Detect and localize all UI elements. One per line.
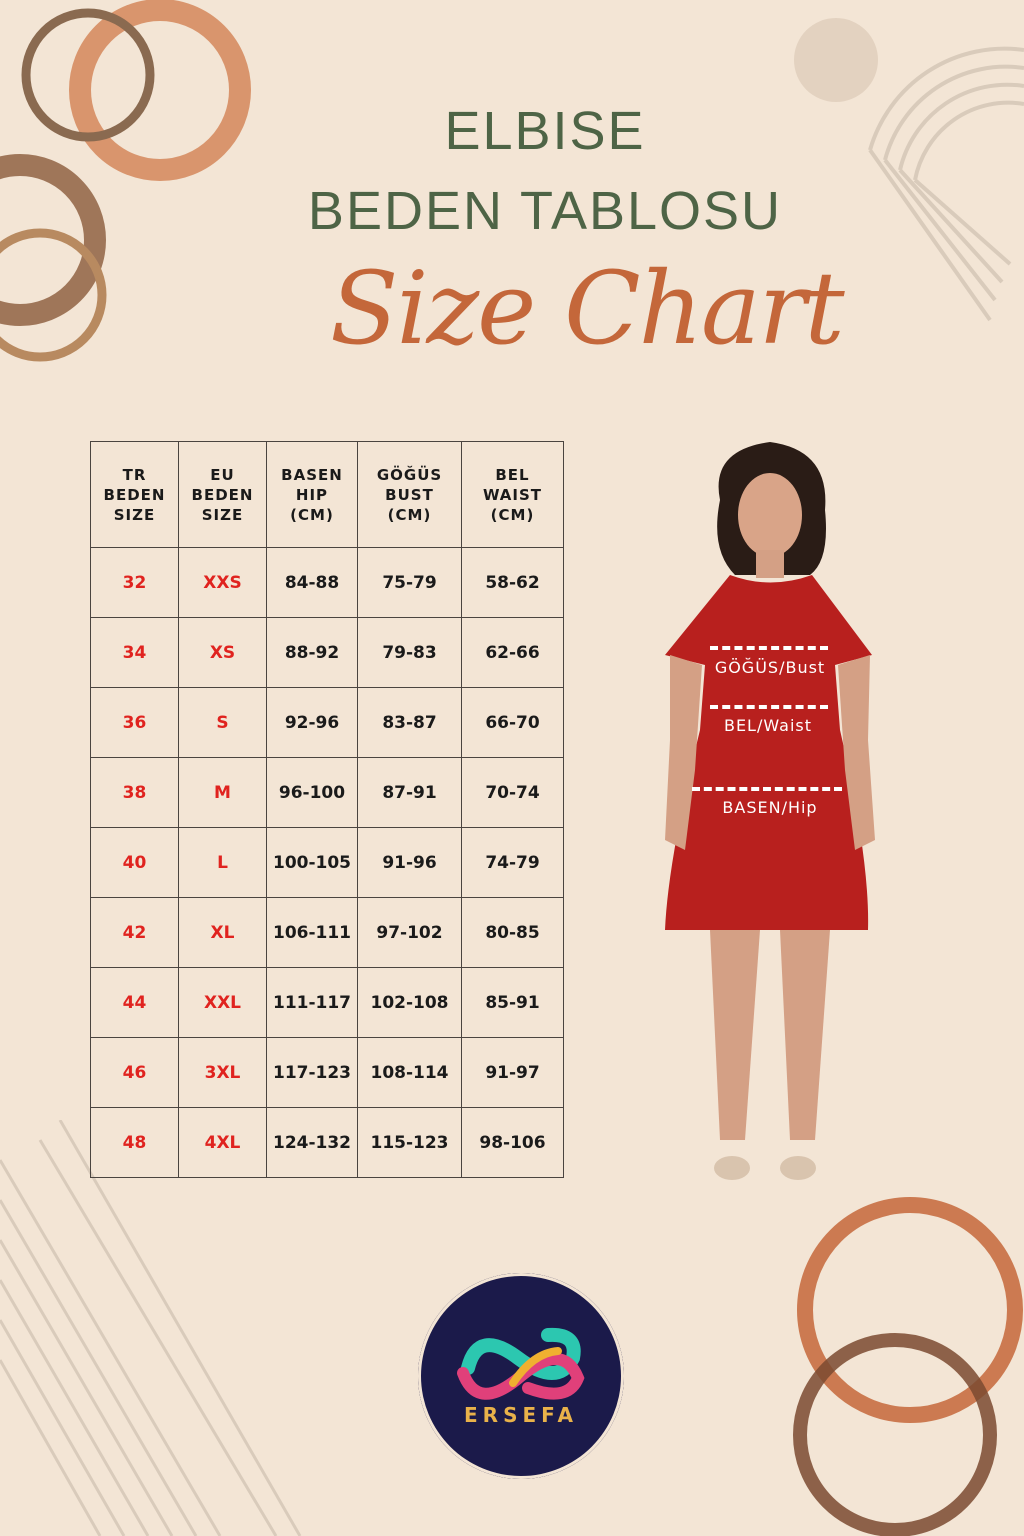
- tr-size: 40: [90, 827, 179, 898]
- size-table: TR BEDEN SIZE EU BEDEN SIZE BASEN HIP (CM) GÖĞÜS B…: [90, 441, 564, 1178]
- table-row: 34 XS 88-92 79-83 62-66: [90, 617, 564, 688]
- header-text: SIZE: [113, 505, 156, 524]
- header-text: HIP: [295, 485, 329, 504]
- waist-cm: 80-85: [461, 897, 564, 968]
- waist-cm: 85-91: [461, 967, 564, 1038]
- tr-size: 46: [90, 1037, 179, 1108]
- eu-size: XS: [178, 617, 267, 688]
- header-text: BUST: [385, 485, 434, 504]
- header-text: BEL: [495, 465, 530, 484]
- waist-label: BEL/Waist: [723, 716, 813, 735]
- title-line-1: ELBISE: [444, 101, 646, 161]
- table-row: 42 XL 106-111 97-102 80-85: [90, 897, 564, 968]
- waist-cm: 58-62: [461, 547, 564, 618]
- table-row: 32 XXS 84-88 75-79 58-62: [90, 547, 564, 618]
- brand-logo: [418, 1273, 624, 1479]
- hip-cm: 124-132: [266, 1107, 358, 1178]
- tr-size: 36: [90, 687, 179, 758]
- column-header: BEL WAIST (CM): [461, 441, 564, 548]
- decorative-lines-bottom-left: [0, 1120, 302, 1536]
- tr-size: 44: [90, 967, 179, 1038]
- waist-cm: 70-74: [461, 757, 564, 828]
- tr-size: 34: [90, 617, 179, 688]
- table-row: 36 S 92-96 83-87 66-70: [90, 687, 564, 758]
- header-text: WAIST: [482, 485, 543, 504]
- hip-cm: 117-123: [266, 1037, 358, 1108]
- table-row: 44 XXL 111-117 102-108 85-91: [90, 967, 564, 1038]
- waist-cm: 91-97: [461, 1037, 564, 1108]
- header-text: BEDEN: [191, 485, 254, 504]
- header-text: (CM): [290, 505, 334, 524]
- eu-size: L: [178, 827, 267, 898]
- waist-line: [710, 705, 828, 709]
- hip-cm: 111-117: [266, 967, 358, 1038]
- column-header: GÖĞÜS BUST (CM): [357, 441, 462, 548]
- tr-size: 42: [90, 897, 179, 968]
- eu-size: M: [178, 757, 267, 828]
- table-header-row: TR BEDEN SIZE EU BEDEN SIZE BASEN HIP (CM) GÖĞÜS B…: [90, 441, 564, 548]
- table-row: 48 4XL 124-132 115-123 98-106: [90, 1107, 564, 1178]
- bust-cm: 108-114: [357, 1037, 462, 1108]
- bust-cm: 87-91: [357, 757, 462, 828]
- title-script: Size Chart: [330, 250, 845, 367]
- eu-size: 4XL: [178, 1107, 267, 1178]
- header-text: (CM): [387, 505, 432, 524]
- header-text: (CM): [490, 505, 535, 524]
- waist-cm: 74-79: [461, 827, 564, 898]
- header-text: EU: [210, 465, 235, 484]
- decorative-brush-circles-bottom-right: [793, 1197, 1023, 1536]
- tr-size: 48: [90, 1107, 179, 1178]
- bust-cm: 115-123: [357, 1107, 462, 1178]
- hip-label: BASEN/Hip: [722, 798, 818, 817]
- header-text: GÖĞÜS: [376, 465, 443, 484]
- table-row: 46 3XL 117-123 108-114 91-97: [90, 1037, 564, 1108]
- hip-cm: 106-111: [266, 897, 358, 968]
- waist-cm: 66-70: [461, 687, 564, 758]
- eu-size: 3XL: [178, 1037, 267, 1108]
- hip-cm: 84-88: [266, 547, 358, 618]
- brand-name: ERSEFA: [464, 1403, 578, 1427]
- eu-size: XL: [178, 897, 267, 968]
- decorative-brush-circles-top-left: [0, 0, 251, 362]
- bust-label: GÖĞÜS/Bust: [714, 658, 826, 677]
- infinity-logo-icon: [457, 1327, 585, 1400]
- hip-cm: 88-92: [266, 617, 358, 688]
- hip-cm: 96-100: [266, 757, 358, 828]
- eu-size: S: [178, 687, 267, 758]
- bust-line: [710, 646, 828, 650]
- waist-cm: 62-66: [461, 617, 564, 688]
- hip-line: [692, 787, 842, 791]
- header-text: SIZE: [201, 505, 244, 524]
- bust-cm: 97-102: [357, 897, 462, 968]
- tr-size: 38: [90, 757, 179, 828]
- bust-cm: 75-79: [357, 547, 462, 618]
- table-row: 38 M 96-100 87-91 70-74: [90, 757, 564, 828]
- hip-cm: 92-96: [266, 687, 358, 758]
- hip-cm: 100-105: [266, 827, 358, 898]
- tr-size: 32: [90, 547, 179, 618]
- header-text: TR: [122, 465, 147, 484]
- eu-size: XXL: [178, 967, 267, 1038]
- eu-size: XXS: [178, 547, 267, 618]
- column-header: BASEN HIP (CM): [266, 441, 358, 548]
- header-text: BASEN: [281, 465, 343, 484]
- decorative-arches-top-right: [794, 18, 1024, 322]
- header-text: BEDEN: [103, 485, 166, 504]
- bust-cm: 83-87: [357, 687, 462, 758]
- bust-cm: 91-96: [357, 827, 462, 898]
- title-line-2: BEDEN TABLOSU: [307, 181, 783, 241]
- model-figure: [665, 442, 875, 1180]
- column-header: EU BEDEN SIZE: [178, 441, 267, 548]
- bust-cm: 79-83: [357, 617, 462, 688]
- bust-cm: 102-108: [357, 967, 462, 1038]
- waist-cm: 98-106: [461, 1107, 564, 1178]
- column-header: TR BEDEN SIZE: [90, 441, 179, 548]
- table-row: 40 L 100-105 91-96 74-79: [90, 827, 564, 898]
